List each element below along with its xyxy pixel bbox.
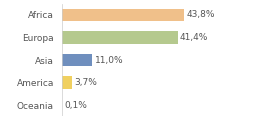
Bar [62,76,72,89]
Text: 41,4%: 41,4% [180,33,208,42]
Bar [62,31,178,44]
Bar [62,54,92,66]
Text: 3,7%: 3,7% [74,78,97,87]
Bar [62,9,184,21]
Text: 0,1%: 0,1% [64,101,87,110]
Text: 11,0%: 11,0% [95,55,123,65]
Text: 43,8%: 43,8% [186,10,215,19]
